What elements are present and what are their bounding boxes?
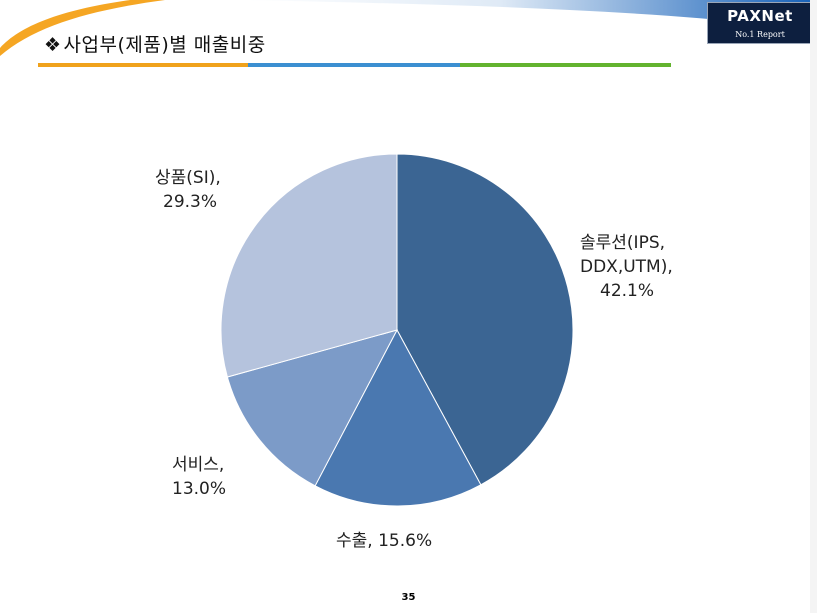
header-swoosh-blue — [240, 0, 817, 30]
slice-label-product: 상품(SI), 29.3% — [155, 166, 221, 214]
slice-label-product-line1: 상품(SI), — [155, 168, 221, 188]
slice-label-export: 수출, 15.6% — [336, 529, 432, 553]
slice-label-service-line1: 서비스, — [172, 455, 225, 475]
title-text: 사업부(제품)별 매출비중 — [63, 34, 266, 56]
page-number: 35 — [401, 592, 416, 603]
slice-label-product-line2: 29.3% — [163, 192, 218, 212]
title-bullet: ❖ — [44, 34, 62, 56]
header-decoration — [0, 0, 817, 56]
slice-label-solution: 솔루션(IPS, DDX,UTM), 42.1% — [580, 231, 673, 303]
paxnet-logo: PAXNet No.1 Report — [707, 2, 813, 44]
pie-slice-solution — [396, 153, 574, 486]
slice-label-service: 서비스, 13.0% — [172, 453, 226, 501]
pie-slice-export — [314, 328, 482, 507]
slice-label-solution-line2: DDX,UTM), — [580, 257, 673, 277]
slice-label-export-line1: 수출, 15.6% — [336, 531, 433, 551]
slice-label-service-line2: 13.0% — [172, 479, 227, 499]
slice-label-solution-line1: 솔루션(IPS, — [580, 233, 666, 253]
slice-label-solution-line3: 42.1% — [600, 281, 655, 301]
logo-word: PAXNet — [727, 7, 793, 25]
pie-slice-service — [226, 329, 398, 487]
title-rule-blue — [248, 63, 460, 67]
slide-edge — [810, 0, 817, 613]
logo-subtitle: No.1 Report — [735, 30, 785, 39]
title-rule-green — [460, 63, 671, 67]
slide-title: ❖ 사업부(제품)별 매출비중 — [44, 30, 266, 57]
pie-slice-product — [220, 153, 398, 378]
header-swoosh-orange — [0, 0, 165, 56]
title-rule-orange — [38, 63, 248, 67]
